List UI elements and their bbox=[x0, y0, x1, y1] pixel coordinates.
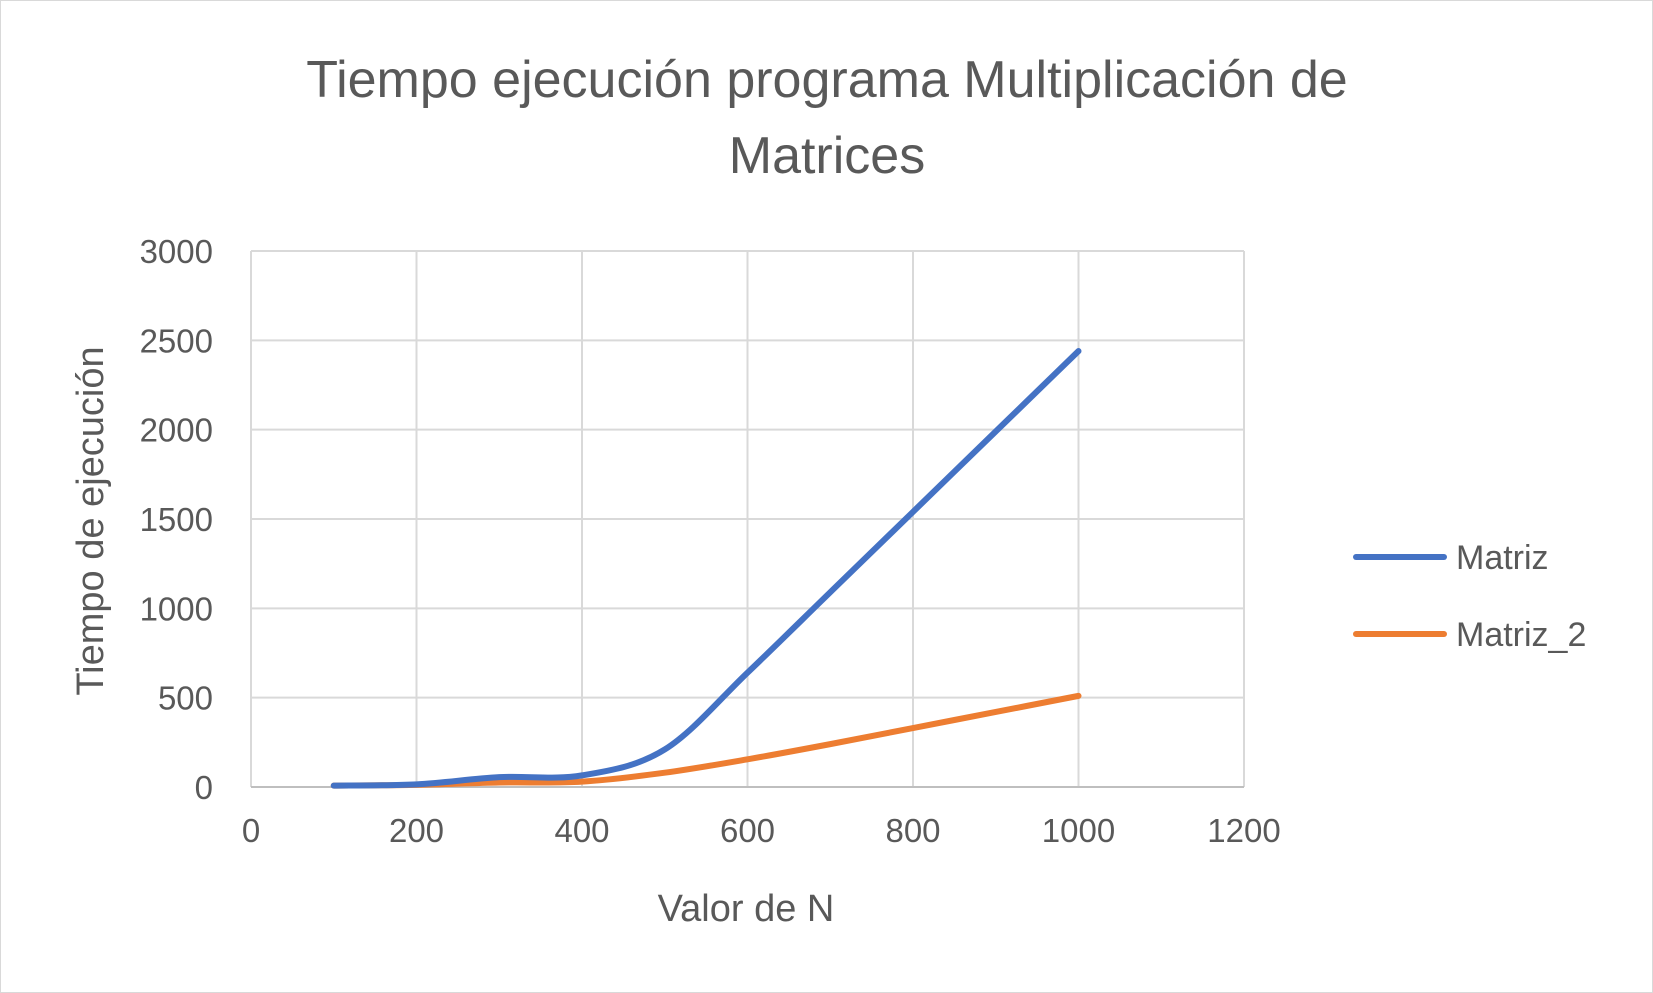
y-tick-label-4: 2000 bbox=[140, 412, 213, 449]
x-tick-label-2: 400 bbox=[554, 812, 609, 849]
y-tick-label-6: 3000 bbox=[140, 233, 213, 270]
y-tick-label-3: 1500 bbox=[140, 501, 213, 538]
series-lines bbox=[330, 348, 1082, 789]
chart-title-line-2: Matrices bbox=[729, 127, 925, 185]
x-tick-labels: 0 200 400 600 800 1000 1200 bbox=[242, 812, 1281, 849]
y-tick-label-2: 1000 bbox=[140, 590, 213, 627]
y-tick-label-0: 0 bbox=[195, 769, 213, 806]
series-line-matriz-2 bbox=[330, 692, 1082, 789]
x-tick-label-3: 600 bbox=[720, 812, 775, 849]
y-tick-label-1: 500 bbox=[158, 680, 213, 717]
y-tick-labels: 0 500 1000 1500 2000 2500 3000 bbox=[140, 233, 213, 806]
legend-label-matriz: Matriz bbox=[1456, 539, 1549, 577]
y-tick-label-5: 2500 bbox=[140, 322, 213, 359]
y-axis-title: Tiempo de ejecución bbox=[70, 346, 112, 695]
legend: Matriz Matriz_2 bbox=[1353, 539, 1586, 654]
x-tick-label-5: 1000 bbox=[1042, 812, 1115, 849]
x-tick-label-1: 200 bbox=[389, 812, 444, 849]
legend-label-matriz-2: Matriz_2 bbox=[1456, 616, 1586, 654]
x-tick-label-0: 0 bbox=[242, 812, 260, 849]
x-tick-label-4: 800 bbox=[885, 812, 940, 849]
x-axis-title: Valor de N bbox=[658, 888, 835, 930]
grid bbox=[250, 250, 1245, 787]
x-tick-label-6: 1200 bbox=[1207, 812, 1280, 849]
series-line-matriz bbox=[330, 348, 1082, 789]
chart-title-line-1: Tiempo ejecución programa Multiplicación… bbox=[306, 51, 1347, 109]
